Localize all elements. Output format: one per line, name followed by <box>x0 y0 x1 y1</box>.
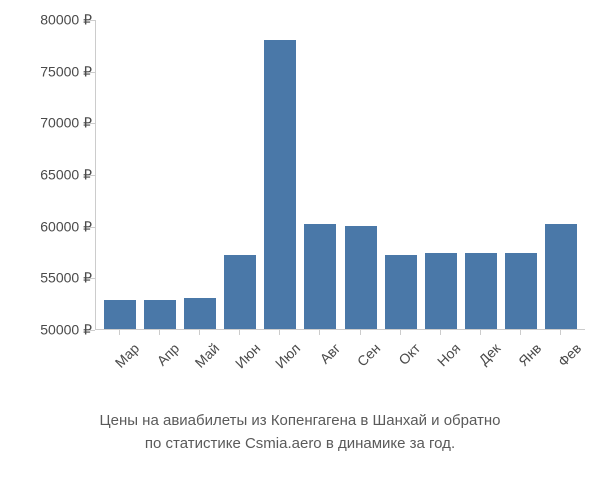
x-tick-label: Май <box>189 340 223 374</box>
x-tick-label: Апр <box>149 340 183 374</box>
bar <box>505 253 537 329</box>
x-tick-mark <box>505 330 537 335</box>
bar <box>465 253 497 329</box>
x-tick-label: Авг <box>309 340 343 374</box>
bar <box>425 253 457 329</box>
y-tick-label: 50000 ₽ <box>10 322 92 339</box>
bar <box>304 224 336 329</box>
x-tick-label: Окт <box>390 340 424 374</box>
x-tick-label: Июн <box>229 340 263 374</box>
bar <box>184 298 216 329</box>
x-tick-mark <box>264 330 296 335</box>
y-tick-label: 60000 ₽ <box>10 218 92 235</box>
x-tick-mark <box>304 330 336 335</box>
caption-line-2: по статистике Csmia.aero в динамике за г… <box>20 433 580 456</box>
x-tick-label: Мар <box>108 340 142 374</box>
x-tick-label: Дек <box>470 340 504 374</box>
price-chart: 50000 ₽ 55000 ₽ 60000 ₽ 65000 ₽ 70000 ₽ 75000… <box>10 20 590 360</box>
y-tick-label: 75000 ₽ <box>10 63 92 80</box>
bar <box>264 40 296 329</box>
bar <box>224 255 256 329</box>
chart-caption: Цены на авиабилеты из Копенгагена в Шанх… <box>0 410 600 455</box>
x-tick-mark <box>143 330 175 335</box>
caption-line-1: Цены на авиабилеты из Копенгагена в Шанх… <box>20 410 580 433</box>
x-tick-label: Янв <box>510 340 544 374</box>
y-tick-label: 55000 ₽ <box>10 270 92 287</box>
bar <box>104 300 136 329</box>
bar <box>545 224 577 329</box>
x-tick-mark <box>545 330 577 335</box>
x-tick-mark <box>464 330 496 335</box>
x-tick-label: Июл <box>269 340 303 374</box>
x-tick-label: Ноя <box>430 340 464 374</box>
x-axis-tick-marks <box>95 330 585 335</box>
x-tick-mark <box>424 330 456 335</box>
x-tick-mark <box>224 330 256 335</box>
x-tick-label: Фев <box>550 340 584 374</box>
bar <box>385 255 417 329</box>
x-tick-label: Сен <box>349 340 383 374</box>
bar <box>144 300 176 329</box>
y-tick-label: 65000 ₽ <box>10 167 92 184</box>
x-tick-mark <box>103 330 135 335</box>
bar <box>345 226 377 329</box>
x-tick-mark <box>344 330 376 335</box>
y-tick-label: 70000 ₽ <box>10 115 92 132</box>
bars-container <box>96 20 585 329</box>
y-tick-label: 80000 ₽ <box>10 12 92 29</box>
plot-area <box>95 20 585 330</box>
x-tick-mark <box>183 330 215 335</box>
x-tick-mark <box>384 330 416 335</box>
x-axis-labels: МарАпрМайИюнИюлАвгСенОктНояДекЯнвФев <box>95 336 585 352</box>
